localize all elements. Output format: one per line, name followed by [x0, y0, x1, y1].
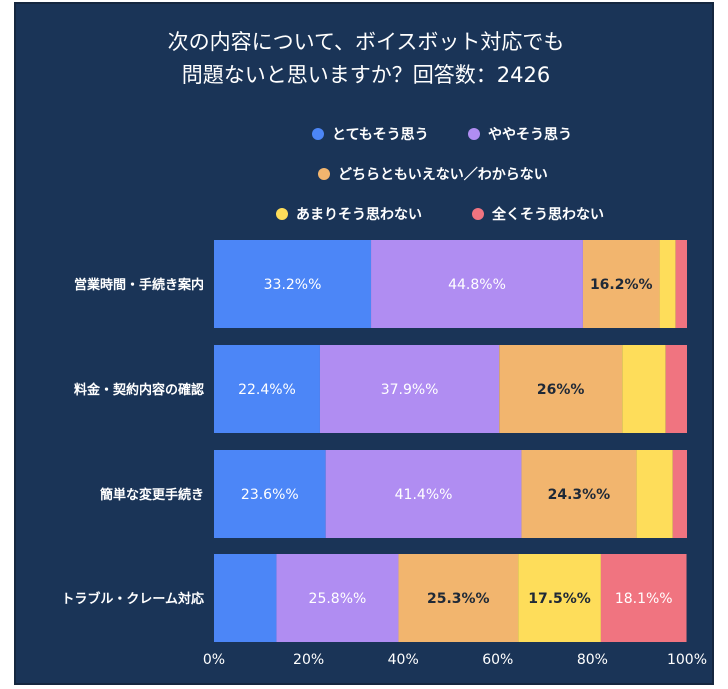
bar-segment-2-5 — [665, 345, 687, 433]
bar-segment-3-5 — [672, 450, 687, 538]
x-tick-label-2: 20% — [293, 652, 324, 668]
data-label-4-2: 25.8%% — [309, 591, 367, 607]
data-label-4-3: 25.3%% — [427, 591, 490, 607]
data-label-4-5: 18.1%% — [615, 591, 673, 607]
chart-frame: 次の内容について、ボイスボット対応でも 問題ないと思いますか？回答数：2426 … — [14, 2, 714, 685]
legend-item-series-4: あまりそう思わない — [276, 204, 422, 224]
legend-label-series-1: とてもそう思う — [332, 127, 429, 143]
bar-segment-2-4 — [622, 345, 666, 433]
legend-dot-series-5 — [472, 208, 484, 220]
bar-segment-4-2 — [276, 554, 399, 642]
bar-segment-4-3 — [398, 554, 519, 642]
data-label-3-2: 41.4%% — [395, 487, 453, 503]
bar-segment-1-5 — [675, 240, 687, 328]
data-label-1-3: 16.2%% — [590, 277, 653, 293]
data-label-2-3: 26%% — [537, 382, 585, 398]
bar-segment-4-1 — [214, 554, 277, 642]
bar-segment-2-1 — [214, 345, 320, 433]
bar-segment-1-4 — [659, 240, 676, 328]
x-tick-label-3: 40% — [388, 652, 419, 668]
data-label-4-4: 17.5%% — [528, 591, 591, 607]
bar-segment-3-3 — [521, 450, 637, 538]
bar-segment-3-4 — [636, 450, 673, 538]
data-label-1-1: 33.2%% — [264, 277, 322, 293]
legend-dot-series-3 — [318, 168, 330, 180]
category-label-2: 料金・契約内容の確認 — [74, 382, 204, 398]
legend-label-series-4: あまりそう思わない — [296, 207, 422, 223]
category-label-1: 営業時間・手続き案内 — [74, 277, 204, 293]
legend-item-series-3: どちらともいえない／わからない — [318, 164, 548, 184]
x-tick-label-4: 60% — [482, 652, 513, 668]
legend-item-series-1: とてもそう思う — [312, 124, 429, 144]
bar-segment-4-5 — [600, 554, 687, 642]
legend-item-series-5: 全くそう思わない — [472, 204, 604, 224]
data-label-2-1: 22.4%% — [238, 382, 296, 398]
bar-segment-3-1 — [214, 450, 326, 538]
category-label-4: トラブル・クレーム対応 — [61, 591, 204, 607]
x-tick-label-5: 80% — [577, 652, 608, 668]
bar-segment-4-4 — [518, 554, 601, 642]
data-label-3-3: 24.3%% — [548, 487, 611, 503]
legend-label-series-3: どちらともいえない／わからない — [338, 167, 548, 183]
legend-dot-series-1 — [312, 128, 324, 140]
data-label-3-1: 23.6%% — [241, 487, 299, 503]
legend-label-series-5: 全くそう思わない — [492, 207, 604, 223]
data-label-1-2: 44.8%% — [448, 277, 506, 293]
bar-segment-1-1 — [214, 240, 372, 328]
chart-title-line-1: 次の内容について、ボイスボット対応でも — [167, 30, 565, 54]
x-tick-label-6: 100% — [667, 652, 707, 668]
category-label-3: 簡単な変更手続き — [99, 487, 204, 503]
bar-plot: 営業時間・手続き案内 33.2%% 44.8%% 16.2%% 料金・契約内容の確認 22… — [61, 240, 707, 668]
bar-segment-1-2 — [371, 240, 583, 328]
legend-dot-series-2 — [468, 128, 480, 140]
chart-title: 次の内容について、ボイスボット対応でも 問題ないと思いますか？回答数：2426 — [16, 26, 716, 92]
chart-title-line-2: 問題ないと思いますか？回答数：2426 — [181, 63, 551, 87]
legend-item-series-2: ややそう思う — [468, 124, 572, 144]
x-tick-label-1: 0% — [203, 652, 225, 668]
data-label-2-2: 37.9%% — [381, 382, 439, 398]
bar-segment-2-2 — [319, 345, 500, 433]
bar-segment-1-3 — [582, 240, 660, 328]
bar-segment-3-2 — [325, 450, 522, 538]
bar-segment-2-3 — [499, 345, 623, 433]
legend-label-series-2: ややそう思う — [488, 127, 572, 143]
legend-dot-series-4 — [276, 208, 288, 220]
